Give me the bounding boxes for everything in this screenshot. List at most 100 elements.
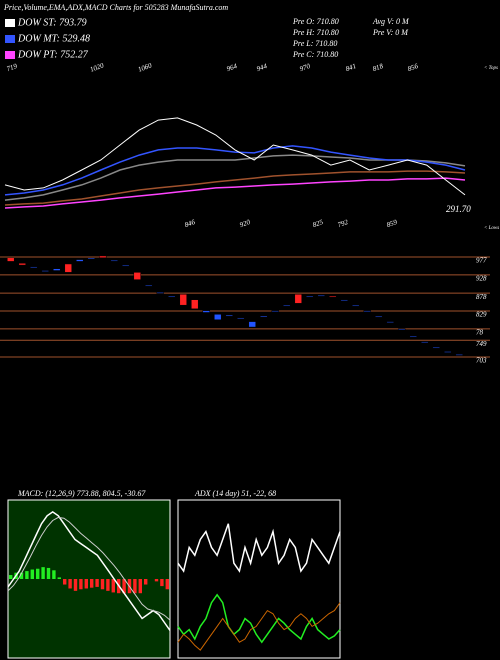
panel-title: MACD: (12,26,9) 773.88, 804.5, -30.67 bbox=[17, 489, 146, 498]
info-text: Pre V: 0 M bbox=[372, 28, 409, 37]
low-label: 825 bbox=[312, 218, 325, 229]
histogram-bar bbox=[30, 569, 34, 579]
histogram-bar bbox=[52, 570, 56, 579]
candle-body bbox=[87, 257, 95, 260]
y-tick-label: 78 bbox=[476, 328, 484, 336]
top-label: 970 bbox=[299, 62, 312, 73]
histogram-bar bbox=[122, 579, 126, 594]
candle-body bbox=[122, 264, 130, 267]
candle-body bbox=[283, 304, 291, 307]
candle-body bbox=[7, 257, 15, 262]
candle-body bbox=[363, 310, 371, 312]
candle-body bbox=[455, 354, 463, 356]
candle-body bbox=[133, 272, 141, 280]
histogram-bar bbox=[165, 579, 169, 590]
candle-body bbox=[41, 270, 49, 272]
candle-body bbox=[294, 293, 302, 304]
candle-body bbox=[145, 284, 153, 287]
candle-body bbox=[225, 314, 233, 317]
histogram-bar bbox=[138, 579, 142, 594]
legend-swatch bbox=[5, 51, 15, 59]
y-tick-label: 878 bbox=[476, 293, 487, 301]
candle-body bbox=[398, 328, 406, 331]
histogram-bar bbox=[95, 579, 99, 587]
series-line bbox=[177, 523, 341, 573]
low-label: 859 bbox=[386, 218, 399, 229]
candle-body bbox=[53, 268, 61, 271]
histogram-bar bbox=[19, 572, 24, 579]
histogram-bar bbox=[133, 579, 137, 594]
annotation: 291.70 bbox=[446, 204, 471, 214]
candle-body bbox=[214, 314, 222, 321]
candle-body bbox=[18, 262, 26, 266]
y-tick-label: 749 bbox=[476, 340, 487, 348]
legend-label: DOW PT: 752.27 bbox=[17, 49, 89, 60]
histogram-bar bbox=[90, 579, 94, 588]
candle-body bbox=[352, 304, 360, 307]
y-tick-label: 928 bbox=[476, 275, 487, 283]
info-text: Avg V: 0 M bbox=[372, 17, 410, 26]
top-label: 1020 bbox=[89, 61, 105, 73]
candle-body bbox=[248, 321, 256, 328]
histogram-bar bbox=[25, 571, 29, 579]
low-label: 846 bbox=[184, 218, 197, 229]
candle-body bbox=[99, 255, 107, 259]
candle-body bbox=[202, 310, 210, 313]
info-text: Pre O: 710.80 bbox=[292, 17, 339, 26]
series-line bbox=[4, 117, 466, 196]
tops-label: < Tops bbox=[484, 66, 498, 71]
candle-body bbox=[409, 335, 417, 338]
series-line bbox=[4, 170, 466, 206]
candle-body bbox=[30, 266, 38, 269]
histogram-bar bbox=[36, 568, 40, 579]
candle-body bbox=[156, 292, 164, 294]
candle-body bbox=[386, 321, 394, 323]
candle-body bbox=[432, 346, 440, 349]
candle-body bbox=[329, 295, 337, 298]
candle-body bbox=[179, 293, 187, 306]
histogram-bar bbox=[41, 567, 45, 579]
candle-body bbox=[421, 341, 429, 343]
candle-body bbox=[110, 260, 118, 262]
histogram-bar bbox=[79, 579, 83, 590]
y-tick-label: 703 bbox=[476, 357, 487, 365]
histogram-bar bbox=[160, 579, 164, 587]
candle-body bbox=[271, 310, 279, 312]
histogram-bar bbox=[100, 579, 105, 590]
info-text: Pre H: 710.80 bbox=[292, 28, 339, 37]
series-line bbox=[4, 154, 466, 201]
panel-title: ADX (14 day) 51, -22, 68 bbox=[194, 489, 276, 498]
top-label: 856 bbox=[407, 62, 420, 73]
top-label: 964 bbox=[226, 62, 239, 73]
series-line bbox=[7, 510, 171, 631]
lows-label: < Lows bbox=[484, 226, 499, 231]
histogram-bar bbox=[73, 579, 78, 591]
series-line bbox=[7, 516, 171, 621]
top-label: 719 bbox=[6, 62, 19, 73]
histogram-bar bbox=[57, 577, 61, 579]
histogram-bar bbox=[84, 579, 88, 589]
legend-swatch bbox=[5, 35, 15, 43]
histogram-bar bbox=[63, 579, 67, 585]
candle-body bbox=[237, 317, 245, 320]
candle-body bbox=[444, 351, 452, 353]
candle-body bbox=[340, 299, 348, 301]
candle-body bbox=[260, 315, 268, 318]
page-title: Price,Volume,EMA,ADX,MACD Charts for 505… bbox=[3, 3, 228, 12]
y-tick-label: 829 bbox=[476, 311, 487, 319]
top-label: 944 bbox=[256, 62, 269, 73]
candle-body bbox=[168, 295, 176, 298]
histogram-bar bbox=[144, 579, 148, 585]
panel-background bbox=[177, 499, 341, 659]
candle-body bbox=[306, 295, 314, 298]
candle-body bbox=[317, 295, 325, 297]
histogram-bar bbox=[154, 579, 159, 582]
histogram-bar bbox=[9, 575, 13, 579]
histogram-bar bbox=[68, 579, 72, 589]
panel-background bbox=[7, 499, 171, 659]
top-label: 841 bbox=[345, 62, 358, 73]
series-line bbox=[4, 177, 466, 209]
legend-label: DOW ST: 793.79 bbox=[17, 17, 87, 28]
